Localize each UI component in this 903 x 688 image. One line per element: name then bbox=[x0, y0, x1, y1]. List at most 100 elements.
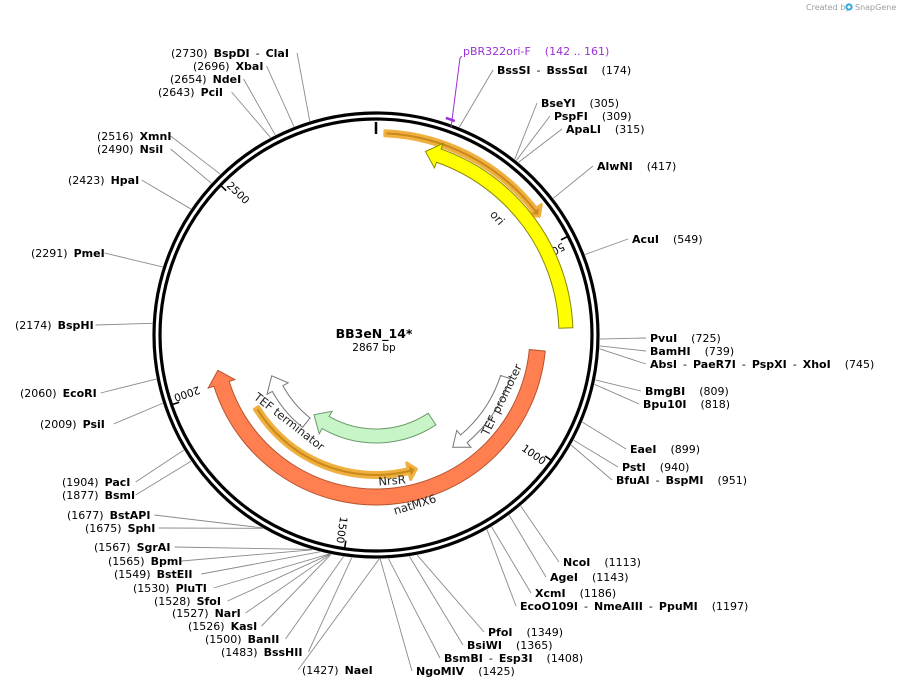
site-label: (2490) NsiI bbox=[97, 143, 163, 156]
restriction-site-bpu10i[interactable]: Bpu10I (818) bbox=[643, 398, 730, 411]
restriction-site-alwni[interactable]: AlwNI (417) bbox=[597, 160, 676, 173]
tick-label: 1500 bbox=[333, 516, 349, 544]
restriction-site-naei[interactable]: (1427) NaeI bbox=[302, 664, 373, 677]
restriction-site-bsiwi[interactable]: BsiWI (1365) bbox=[467, 639, 553, 652]
restriction-site-bsshii[interactable]: (1483) BssHII bbox=[221, 646, 302, 659]
site-position: (2009) bbox=[40, 418, 77, 431]
restriction-site-nsii[interactable]: (2490) NsiI bbox=[97, 143, 163, 156]
feature-label-ori: ori bbox=[487, 207, 507, 227]
site-label: NcoI (1113) bbox=[563, 556, 641, 569]
site-enzyme-name: BpmI bbox=[151, 555, 183, 568]
restriction-site-pmei[interactable]: (2291) PmeI bbox=[31, 247, 105, 260]
site-label: (1549) BstEII bbox=[114, 568, 192, 581]
restriction-site-bsmbi-esp3i[interactable]: BsmBI - Esp3I (1408) bbox=[444, 652, 583, 665]
restriction-site-kasi[interactable]: (1526) KasI bbox=[188, 620, 257, 633]
site-position: (739) bbox=[705, 345, 735, 358]
site-leader bbox=[570, 444, 613, 481]
site-enzyme-name: BspMI bbox=[666, 474, 704, 487]
restriction-site-eaei[interactable]: EaeI (899) bbox=[630, 443, 700, 456]
restriction-site-pfoi[interactable]: PfoI (1349) bbox=[488, 626, 563, 639]
site-label: (2643) PciI bbox=[158, 86, 223, 99]
restriction-site-sphi[interactable]: (1675) SphI bbox=[85, 522, 155, 535]
site-leader bbox=[573, 439, 619, 468]
restriction-site-ecori[interactable]: (2060) EcoRI bbox=[20, 387, 97, 400]
site-position: (2490) bbox=[97, 143, 134, 156]
site-position: (1427) bbox=[302, 664, 339, 677]
restriction-site-psii[interactable]: (2009) PsiI bbox=[40, 418, 105, 431]
restriction-site-pspfi[interactable]: PspFI (309) bbox=[554, 110, 632, 123]
restriction-site-xcmi[interactable]: XcmI (1186) bbox=[535, 587, 616, 600]
restriction-site-nari[interactable]: (1527) NarI bbox=[172, 607, 241, 620]
restriction-site-bmgbi[interactable]: BmgBI (809) bbox=[645, 385, 729, 398]
feature-tef-terminator[interactable] bbox=[266, 375, 311, 429]
site-position: (1186) bbox=[580, 587, 617, 600]
plasmid-length: 2867 bp bbox=[352, 342, 396, 354]
tick-label: 1000 bbox=[519, 442, 548, 467]
restriction-site-bstapi[interactable]: (1677) BstAPI bbox=[67, 509, 150, 522]
site-label: BseYI (305) bbox=[541, 97, 619, 110]
primer-leader-line bbox=[450, 55, 463, 129]
restriction-site-bsssi[interactable]: BssSI - BssSαI (174) bbox=[497, 64, 631, 77]
site-enzyme-name: PstI bbox=[622, 461, 646, 474]
site-position: (1677) bbox=[67, 509, 104, 522]
restriction-site-sgrai[interactable]: (1567) SgrAI bbox=[94, 541, 170, 554]
site-position: (951) bbox=[717, 474, 747, 487]
restriction-site-acui[interactable]: AcuI (549) bbox=[632, 233, 703, 246]
primer-pbr322ori-f[interactable]: pBR322ori-F (142 .. 161) bbox=[445, 45, 610, 129]
feature-arrows bbox=[207, 142, 574, 506]
site-label: BamHI (739) bbox=[650, 345, 734, 358]
restriction-site-pluti[interactable]: (1530) PluTI bbox=[133, 582, 207, 595]
restriction-site-banii[interactable]: (1500) BanII bbox=[205, 633, 279, 646]
site-enzyme-name: BsmBI bbox=[444, 652, 483, 665]
restriction-site-absi-xhoi[interactable]: AbsI - PaeR7I - PspXI - XhoI (745) bbox=[650, 358, 874, 371]
restriction-site-xbai[interactable]: (2696) XbaI bbox=[193, 60, 263, 73]
orf-ori-arc[interactable] bbox=[383, 129, 543, 218]
restriction-site-bssdi-clai[interactable]: (2730) BspDI - ClaI bbox=[171, 47, 289, 60]
site-position: (899) bbox=[671, 443, 701, 456]
site-position: (1425) bbox=[478, 665, 515, 678]
restriction-site-pcii[interactable]: (2643) PciI bbox=[158, 86, 223, 99]
tick-mark-2000 bbox=[170, 401, 180, 406]
restriction-site-ndei[interactable]: (2654) NdeI bbox=[170, 73, 241, 86]
site-leader bbox=[518, 128, 563, 163]
feature-nrsr[interactable] bbox=[313, 410, 437, 444]
restriction-site-bsmi[interactable]: (1877) BsmI bbox=[62, 489, 135, 502]
site-leader bbox=[135, 460, 192, 496]
restriction-site-bsphi[interactable]: (2174) BspHI bbox=[15, 319, 94, 332]
restriction-site-xmni[interactable]: (2516) XmnI bbox=[97, 130, 171, 143]
restriction-site-bsteii[interactable]: (1549) BstEII bbox=[114, 568, 192, 581]
primer-range: (142 .. 161) bbox=[545, 45, 610, 58]
restriction-site-ngomiv[interactable]: NgoMIV (1425) bbox=[416, 665, 515, 678]
restriction-site-bseyi[interactable]: BseYI (305) bbox=[541, 97, 619, 110]
site-label: (2174) BspHI bbox=[15, 319, 94, 332]
site-position: (2174) bbox=[15, 319, 52, 332]
feature-tef-promoter[interactable] bbox=[452, 374, 511, 448]
plasmid-name: BB3eN_14* bbox=[336, 326, 413, 342]
restriction-site-agei[interactable]: AgeI (1143) bbox=[550, 571, 629, 584]
restriction-site-bfuai-bspmi[interactable]: BfuAI - BspMI (951) bbox=[616, 474, 747, 487]
feature-natmx6[interactable] bbox=[207, 349, 546, 506]
site-enzyme-name: BsmI bbox=[105, 489, 136, 502]
restriction-site-psti[interactable]: PstI (940) bbox=[622, 461, 689, 474]
primer-marker[interactable] bbox=[445, 116, 456, 123]
site-enzyme-name: PspFI bbox=[554, 110, 588, 123]
restriction-site-eco0109i-ppumi[interactable]: EcoO109I - NmeAIII - PpuMI (1197) bbox=[520, 600, 748, 613]
site-enzyme-name: BspHI bbox=[58, 319, 94, 332]
restriction-site-apali[interactable]: ApaLI (315) bbox=[566, 123, 645, 136]
feature-ori[interactable] bbox=[424, 142, 574, 329]
restriction-site-sfoi[interactable]: (1528) SfoI bbox=[154, 595, 221, 608]
restriction-site-bamhi[interactable]: BamHI (739) bbox=[650, 345, 734, 358]
restriction-site-pvui[interactable]: PvuI (725) bbox=[650, 332, 721, 345]
restriction-site-bpmi[interactable]: (1565) BpmI bbox=[108, 555, 182, 568]
restriction-site-ncoi[interactable]: NcoI (1113) bbox=[563, 556, 641, 569]
primer-name: pBR322ori-F bbox=[463, 45, 531, 58]
site-enzyme-name: PsiI bbox=[83, 418, 105, 431]
site-position: (1500) bbox=[205, 633, 242, 646]
restriction-site-paci[interactable]: (1904) PacI bbox=[62, 476, 130, 489]
watermark: Created by SnapGene bbox=[806, 3, 896, 12]
restriction-site-hpai[interactable]: (2423) HpaI bbox=[68, 174, 139, 187]
site-position: (725) bbox=[691, 332, 721, 345]
orf-natmx6-arc[interactable] bbox=[252, 405, 418, 481]
site-position: (1567) bbox=[94, 541, 131, 554]
site-leader bbox=[201, 551, 320, 575]
